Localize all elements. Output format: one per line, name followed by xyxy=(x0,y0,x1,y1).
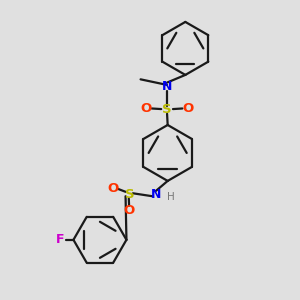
Text: N: N xyxy=(151,188,161,201)
Text: N: N xyxy=(162,80,172,93)
Text: O: O xyxy=(124,204,135,217)
Text: F: F xyxy=(56,233,65,246)
Text: S: S xyxy=(162,103,172,116)
Text: H: H xyxy=(167,191,175,202)
Text: O: O xyxy=(141,102,152,115)
Text: O: O xyxy=(182,102,193,115)
Text: O: O xyxy=(108,182,119,195)
Text: S: S xyxy=(124,188,134,201)
